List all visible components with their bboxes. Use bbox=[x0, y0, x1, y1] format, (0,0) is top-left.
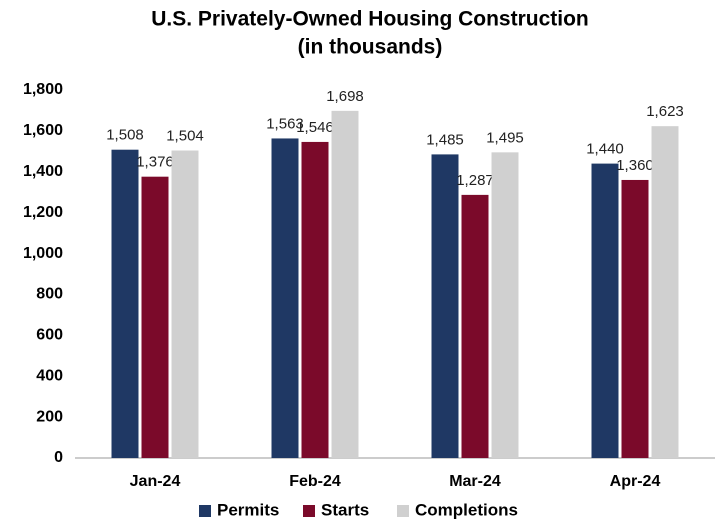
legend-swatch bbox=[303, 505, 315, 517]
value-label: 1,287 bbox=[456, 172, 494, 189]
x-tick-label: Mar-24 bbox=[449, 473, 501, 490]
y-tick-label: 1,200 bbox=[23, 204, 63, 221]
y-tick-label: 1,000 bbox=[23, 245, 63, 262]
y-tick-label: 800 bbox=[36, 286, 63, 303]
bar bbox=[301, 141, 329, 458]
value-label: 1,623 bbox=[646, 103, 684, 120]
y-tick-label: 0 bbox=[54, 449, 63, 466]
value-label: 1,546 bbox=[296, 119, 334, 136]
bar bbox=[331, 110, 359, 458]
legend-swatch bbox=[397, 505, 409, 517]
bar bbox=[591, 163, 619, 458]
y-tick-label: 400 bbox=[36, 367, 63, 384]
y-tick-label: 1,800 bbox=[23, 81, 63, 98]
value-label: 1,360 bbox=[616, 157, 654, 174]
value-label: 1,485 bbox=[426, 131, 464, 148]
chart-subtitle: (in thousands) bbox=[298, 36, 443, 59]
bar bbox=[461, 194, 489, 458]
bar bbox=[651, 126, 679, 458]
legend-label: Completions bbox=[415, 500, 518, 519]
y-tick-label: 1,400 bbox=[23, 163, 63, 180]
x-tick-label: Jan-24 bbox=[130, 473, 181, 490]
bar bbox=[271, 138, 299, 458]
y-tick-label: 600 bbox=[36, 327, 63, 344]
bar bbox=[141, 176, 169, 458]
chart-title: U.S. Privately-Owned Housing Constructio… bbox=[151, 8, 589, 31]
value-label: 1,376 bbox=[136, 154, 174, 171]
bar bbox=[171, 150, 199, 458]
bar bbox=[111, 149, 139, 458]
bar bbox=[431, 154, 459, 458]
legend-label: Starts bbox=[321, 500, 369, 519]
value-label: 1,508 bbox=[106, 127, 144, 144]
y-tick-label: 1,600 bbox=[23, 122, 63, 139]
value-label: 1,563 bbox=[266, 115, 304, 132]
legend-label: Permits bbox=[217, 500, 279, 519]
y-tick-label: 200 bbox=[36, 408, 63, 425]
bar bbox=[491, 152, 519, 458]
legend-swatch bbox=[199, 505, 211, 517]
value-label: 1,440 bbox=[586, 141, 624, 158]
x-tick-label: Feb-24 bbox=[289, 473, 341, 490]
value-label: 1,504 bbox=[166, 127, 204, 144]
value-label: 1,495 bbox=[486, 129, 524, 146]
bar bbox=[621, 179, 649, 458]
x-tick-label: Apr-24 bbox=[610, 473, 661, 490]
value-label: 1,698 bbox=[326, 88, 364, 105]
